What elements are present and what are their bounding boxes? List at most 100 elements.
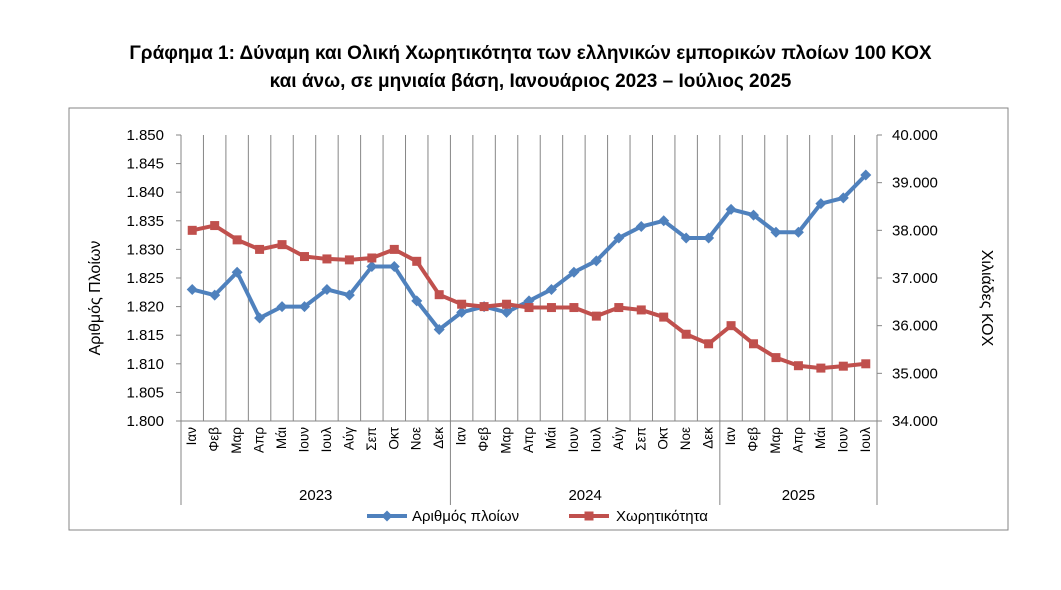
y-left-tick-label: 1.850 [126,127,164,144]
series-1-point [546,303,556,313]
series-0-point [748,209,760,221]
y-left-tick-label: 1.805 [126,384,164,401]
series-0-point [343,289,355,301]
x-category-label: Οκτ [386,426,401,449]
series-1-point [793,361,803,371]
series-0-point [680,232,692,244]
x-category-label: Μαρ [499,427,514,454]
series-1-point [299,252,309,262]
series-0-point [837,192,849,204]
y-axis-left-title: Αριθμός Πλοίων [87,241,104,356]
y-left-tick-label: 1.840 [126,184,164,201]
series-1-point [771,353,781,363]
series-0-point [815,198,827,210]
chart-title-line1: Γράφημα 1: Δύναμη και Ολική Χωρητικότητα… [129,43,932,64]
x-category-label: Μαρ [768,427,783,454]
y-left-tick-label: 1.835 [126,213,164,230]
x-category-label: Απρ [790,427,805,453]
series-0-point [456,306,468,318]
y-left-tick-label: 1.820 [126,299,164,316]
series-0-point [254,312,266,324]
x-category-label: Ιουν [566,427,581,453]
series-0-point [725,203,737,215]
series-0-point [186,283,198,295]
series-1-point [569,303,579,313]
series-0-point [770,226,782,238]
legend-marker-1 [584,511,594,521]
x-category-label: Ιουν [835,427,850,453]
x-category-label: Απρ [521,427,536,453]
series-1-point [232,235,242,245]
x-category-label: Ιουλ [858,427,873,453]
series-0-point [388,261,400,273]
series-0-point [658,215,670,227]
chart-title-line2: και άνω, σε μηνιαία βάση, Ιανουάριος 202… [269,71,792,92]
series-1-point [524,303,534,313]
year-label: 2024 [568,487,601,504]
y-left-tick-label: 1.810 [126,356,164,373]
legend: Αριθμός πλοίων Χωρητικότητα [367,508,708,525]
series-0-point [792,226,804,238]
series-1-point [838,361,848,371]
x-category-label: Αύγ [611,427,626,450]
x-category-label: Νοε [678,427,693,450]
series-0-point [703,232,715,244]
series-1-point [367,253,377,263]
x-category-label: Απρ [252,427,267,453]
y-right-tick-label: 35.000 [892,365,938,382]
x-category-label: Σεπ [633,427,648,451]
series-0-point [613,232,625,244]
y-right-tick-label: 39.000 [892,175,938,192]
x-category-label: Μάι [813,427,828,449]
x-category-label: Οκτ [656,426,671,449]
year-label: 2025 [782,487,815,504]
series-0-point [321,283,333,295]
x-category-label: Φεβ [207,427,222,452]
x-category-label: Μαρ [229,427,244,454]
x-category-label: Μάι [543,427,558,449]
series-1-point [704,339,714,349]
label-layer: 1.800 1.805 1.810 1.815 1.820 1.825 1.830 1.835… [126,127,937,504]
series-1-point [344,255,354,265]
series-1-point [322,254,332,264]
x-category-label: Ιουλ [319,427,334,453]
x-category-label: Ιουλ [588,427,603,453]
x-category-label: Φεβ [746,427,761,452]
series-1-point [726,321,736,331]
x-category-label: Ιαν [184,427,199,446]
series-0-point [545,283,557,295]
y-left-tick-label: 1.825 [126,270,164,287]
series-1-point [749,339,759,349]
y-left-tick-label: 1.845 [126,156,164,173]
x-category-label: Ιαν [454,427,469,446]
series-1-point [434,290,444,300]
x-category-label: Αύγ [341,427,356,450]
series-1-point [861,359,871,369]
series-0-point [298,301,310,313]
y-right-tick-label: 36.000 [892,318,938,335]
y-right-tick-label: 38.000 [892,222,938,239]
x-category-label: Νοε [409,427,424,450]
series-0-point [501,306,513,318]
y-left-tick-label: 1.830 [126,241,164,258]
series-0-point [276,301,288,313]
grid-layer [202,135,856,421]
x-category-label: Σεπ [364,427,379,451]
x-category-label: Δεκ [431,427,446,449]
series-1-point [412,256,422,266]
x-category-label: Δεκ [701,427,716,449]
y-left-tick-label: 1.800 [126,413,164,430]
series-1-point [255,244,265,254]
legend-label-1: Χωρητικότητα [616,508,708,525]
y-right-tick-label: 40.000 [892,127,938,144]
year-label: 2023 [299,487,332,504]
series-1-point [479,302,489,312]
series-1-point [614,303,624,313]
series-1-point [210,221,220,231]
axis-layer [176,134,882,505]
series-1-point [389,244,399,254]
series-1-point [591,311,601,321]
series-layer [186,169,872,373]
x-category-label: Ιαν [723,427,738,446]
